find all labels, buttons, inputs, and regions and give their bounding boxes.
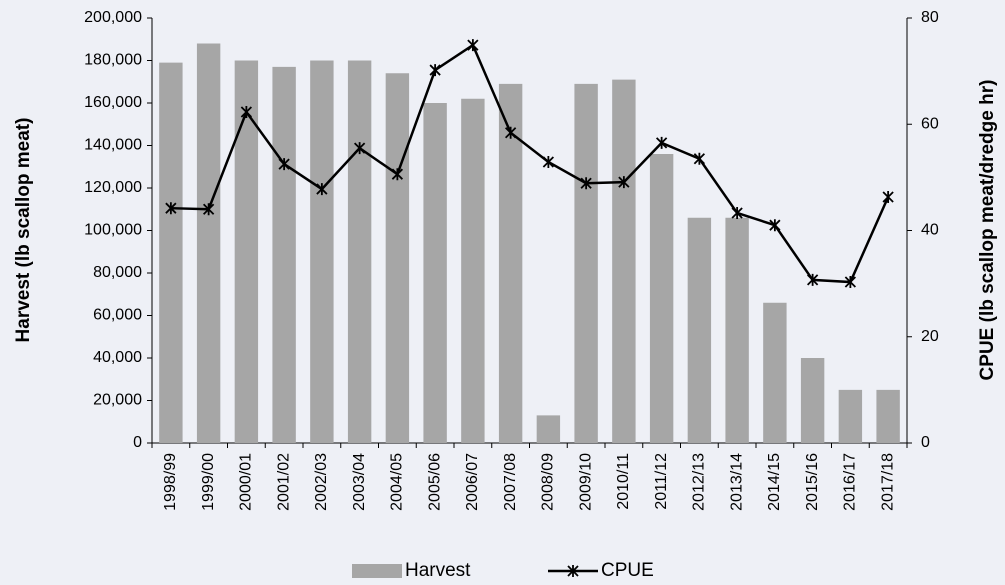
bar — [574, 83, 598, 443]
y-tick-label: 120,000 — [84, 179, 142, 196]
x-tick-label: 2002/03 — [313, 453, 330, 511]
y-tick-label: 80,000 — [93, 264, 142, 281]
legend-label: CPUE — [601, 560, 654, 581]
y2-tick-label: 80 — [921, 9, 939, 26]
marker — [844, 276, 857, 289]
marker — [618, 176, 630, 189]
bar — [347, 60, 372, 443]
y2-tick-label: 40 — [921, 222, 939, 239]
bar — [272, 66, 296, 443]
x-tick-label: 2008/09 — [540, 453, 557, 511]
x-tick-label: 2011/12 — [653, 453, 670, 510]
marker — [202, 203, 215, 216]
y-tick-label: 180,000 — [84, 52, 142, 69]
marker — [769, 219, 781, 232]
x-tick-label: 2014/15 — [766, 453, 783, 511]
marker — [316, 183, 328, 196]
bar — [800, 358, 825, 443]
marker — [806, 273, 819, 286]
marker — [655, 136, 668, 149]
y-tick-label: 20,000 — [93, 392, 142, 409]
x-tick-label: 2007/08 — [502, 453, 519, 511]
y-tick-label: 0 — [133, 434, 142, 451]
marker — [731, 206, 743, 219]
legend-marker — [567, 565, 579, 577]
y2-tick-label: 20 — [921, 328, 939, 345]
x-tick-label: 2012/13 — [691, 453, 708, 511]
legend-item: Harvest — [352, 560, 471, 581]
y2-tick-label: 60 — [921, 115, 939, 132]
bar — [498, 83, 523, 443]
bar — [725, 217, 749, 443]
bar — [612, 79, 636, 443]
marker — [240, 106, 253, 119]
y-tick-label: 160,000 — [84, 94, 142, 111]
x-tick-label: 2010/11 — [615, 453, 632, 510]
x-tick-label: 2015/16 — [804, 453, 821, 511]
marker — [504, 126, 517, 139]
marker — [580, 177, 592, 190]
bar — [423, 103, 447, 443]
x-tick-label: 1998/99 — [162, 453, 179, 511]
x-tick-label: 2013/14 — [728, 453, 745, 511]
marker — [353, 142, 366, 155]
y-tick-label: 60,000 — [93, 307, 142, 324]
y-tick-label: 40,000 — [93, 349, 142, 366]
marker — [882, 191, 894, 204]
bar — [838, 389, 863, 443]
marker — [391, 168, 404, 181]
y2-tick-label: 0 — [921, 434, 930, 451]
y2-axis-title: CPUE (lb scallop meat/dredge hr) — [977, 80, 998, 381]
legend-label: Harvest — [405, 560, 471, 581]
marker — [693, 152, 706, 165]
bar — [461, 98, 485, 443]
x-tick-label: 2017/18 — [879, 453, 896, 511]
bar — [763, 302, 787, 443]
bar — [876, 389, 900, 443]
bar — [310, 60, 334, 443]
marker — [278, 158, 290, 171]
x-tick-label: 2000/01 — [238, 453, 255, 511]
x-tick-label: 2016/17 — [842, 453, 859, 511]
line — [170, 43, 890, 284]
x-tick-label: 2005/06 — [426, 453, 443, 511]
bar — [385, 73, 410, 443]
x-tick-label: 1999/00 — [200, 453, 217, 511]
legend-swatch — [352, 564, 402, 578]
x-tick-label: 2004/05 — [389, 453, 406, 511]
marker — [467, 39, 479, 52]
x-tick-label: 2003/04 — [351, 453, 368, 511]
legend-item: CPUE — [548, 560, 654, 581]
bar — [159, 62, 183, 443]
marker — [165, 202, 177, 215]
x-tick-label: 2006/07 — [464, 453, 481, 511]
marker — [429, 64, 441, 77]
bar — [196, 43, 221, 443]
bar — [536, 415, 561, 443]
marker — [542, 155, 555, 168]
bar — [687, 217, 712, 443]
y-axis-title: Harvest (lb scallop meat) — [13, 118, 34, 343]
bar — [234, 60, 259, 443]
y-tick-label: 200,000 — [84, 9, 142, 26]
x-tick-label: 2001/02 — [275, 453, 292, 511]
x-tick-label: 2009/10 — [577, 453, 594, 511]
y-tick-label: 140,000 — [84, 137, 142, 154]
y-tick-label: 100,000 — [84, 222, 142, 239]
bar — [649, 154, 674, 443]
